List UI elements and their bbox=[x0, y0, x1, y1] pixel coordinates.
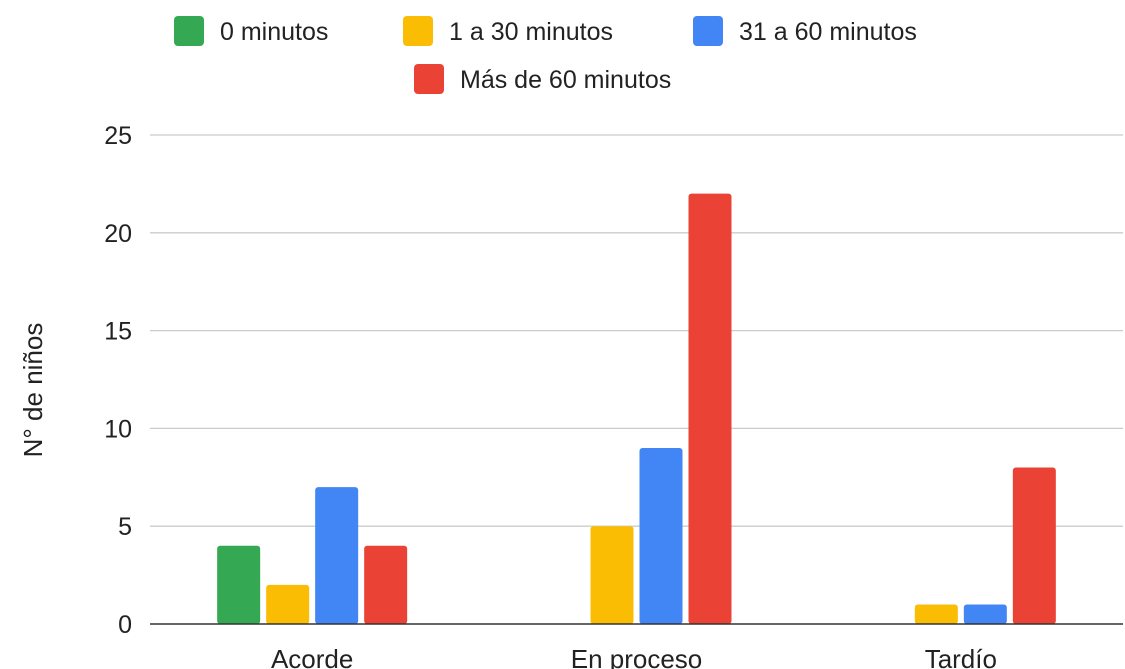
y-axis-ticks: 0 5 10 15 20 25 bbox=[104, 122, 132, 639]
x-category-label: Acorde bbox=[271, 644, 353, 669]
legend-label-1-a-30-minutos: 1 a 30 minutos bbox=[449, 18, 613, 46]
x-axis-categories: Acorde En proceso Tardío bbox=[271, 644, 997, 669]
y-tick-label: 20 bbox=[104, 220, 132, 248]
x-category-label: Tardío bbox=[925, 644, 997, 669]
bar-tardio-1-a-30-minutos bbox=[914, 604, 958, 624]
legend-swatch-0-minutos bbox=[174, 16, 204, 46]
bar-acorde-1-a-30-minutos bbox=[266, 584, 310, 624]
legend-label-0-minutos: 0 minutos bbox=[220, 18, 328, 46]
bars bbox=[217, 193, 1056, 624]
legend: 0 minutos 1 a 30 minutos 31 a 60 minutos Má… bbox=[174, 16, 917, 94]
legend-swatch-31-a-60-minutos bbox=[693, 16, 723, 46]
legend-label-mas-de-60-minutos: Más de 60 minutos bbox=[460, 66, 671, 94]
bar-en-proceso-1-a-30-minutos bbox=[590, 526, 634, 624]
y-axis-label: N° de niños bbox=[18, 323, 48, 458]
bar-acorde-mas-de-60-minutos bbox=[364, 545, 408, 624]
bar-en-proceso-31-a-60-minutos bbox=[639, 447, 683, 624]
y-tick-label: 10 bbox=[104, 415, 132, 443]
gridlines bbox=[150, 134, 1123, 527]
y-tick-label: 5 bbox=[118, 513, 132, 541]
bar-acorde-0-minutos bbox=[217, 545, 261, 624]
y-tick-label: 0 bbox=[118, 611, 132, 639]
bar-acorde-31-a-60-minutos bbox=[315, 487, 359, 624]
legend-swatch-1-a-30-minutos bbox=[403, 16, 433, 46]
y-tick-label: 25 bbox=[104, 122, 132, 150]
bar-tardio-31-a-60-minutos bbox=[963, 604, 1007, 624]
bar-tardio-mas-de-60-minutos bbox=[1012, 467, 1056, 624]
x-category-label: En proceso bbox=[571, 644, 703, 669]
y-tick-label: 15 bbox=[104, 318, 132, 346]
bar-en-proceso-mas-de-60-minutos bbox=[688, 193, 732, 624]
legend-label-31-a-60-minutos: 31 a 60 minutos bbox=[739, 18, 917, 46]
legend-swatch-mas-de-60-minutos bbox=[414, 64, 444, 94]
